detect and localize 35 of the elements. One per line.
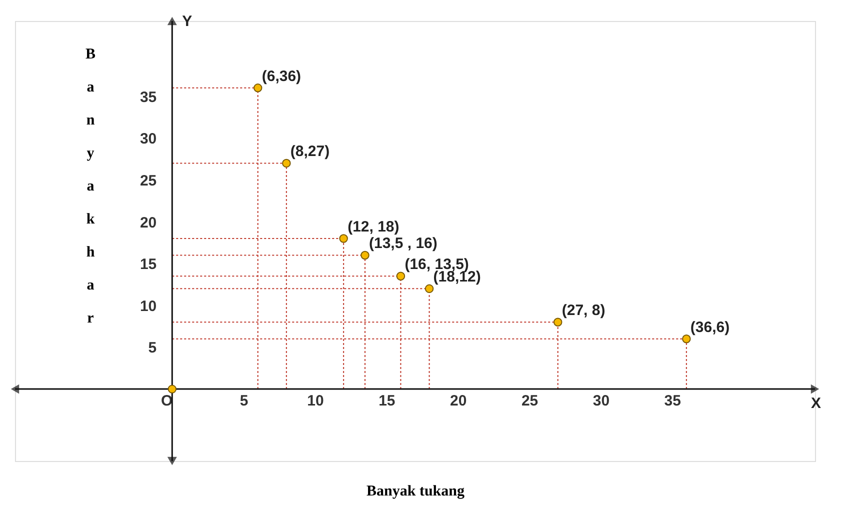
y-tick-label: 10 xyxy=(140,298,157,315)
x-tick-label: O xyxy=(160,392,173,410)
point xyxy=(360,250,370,260)
x-tick-label: 35 xyxy=(664,392,681,410)
annotation: (8,27) xyxy=(290,143,330,160)
annotation: (36,6) xyxy=(690,318,730,336)
x-tick-label: 30 xyxy=(592,392,610,410)
x-tick-label: 10 xyxy=(307,392,324,410)
annotation: (16, 13,5) xyxy=(404,256,469,274)
y-tick-label: 5 xyxy=(148,340,157,357)
y-tick-label: 25 xyxy=(140,172,157,190)
point xyxy=(682,334,691,344)
annotation: (6,36) xyxy=(262,68,302,85)
point xyxy=(396,272,406,280)
text: Banyakhar xyxy=(85,46,96,326)
y-tick-label: 15 xyxy=(140,256,157,274)
annotation: X xyxy=(811,395,822,412)
y-tick-label: 35 xyxy=(140,88,157,106)
annotation: (27, 8) xyxy=(562,302,606,320)
point xyxy=(282,158,291,168)
y-tick-label: 30 xyxy=(140,130,157,148)
annotation: Y xyxy=(182,13,192,30)
x-tick-label: 15 xyxy=(378,392,396,410)
point xyxy=(339,234,348,243)
point xyxy=(424,284,434,294)
x-tick-label: 5 xyxy=(240,392,248,410)
annotation: (12, 18) xyxy=(348,218,400,236)
x-tick-label: 25 xyxy=(521,392,538,410)
annotation: (13,5 , 16) xyxy=(369,235,438,252)
point xyxy=(553,318,562,327)
point xyxy=(253,84,262,92)
y-tick-label: 20 xyxy=(140,214,157,232)
x-tick-label: 20 xyxy=(450,392,467,410)
point xyxy=(168,384,177,394)
x-axis-title: Banyak tukang xyxy=(366,484,465,500)
